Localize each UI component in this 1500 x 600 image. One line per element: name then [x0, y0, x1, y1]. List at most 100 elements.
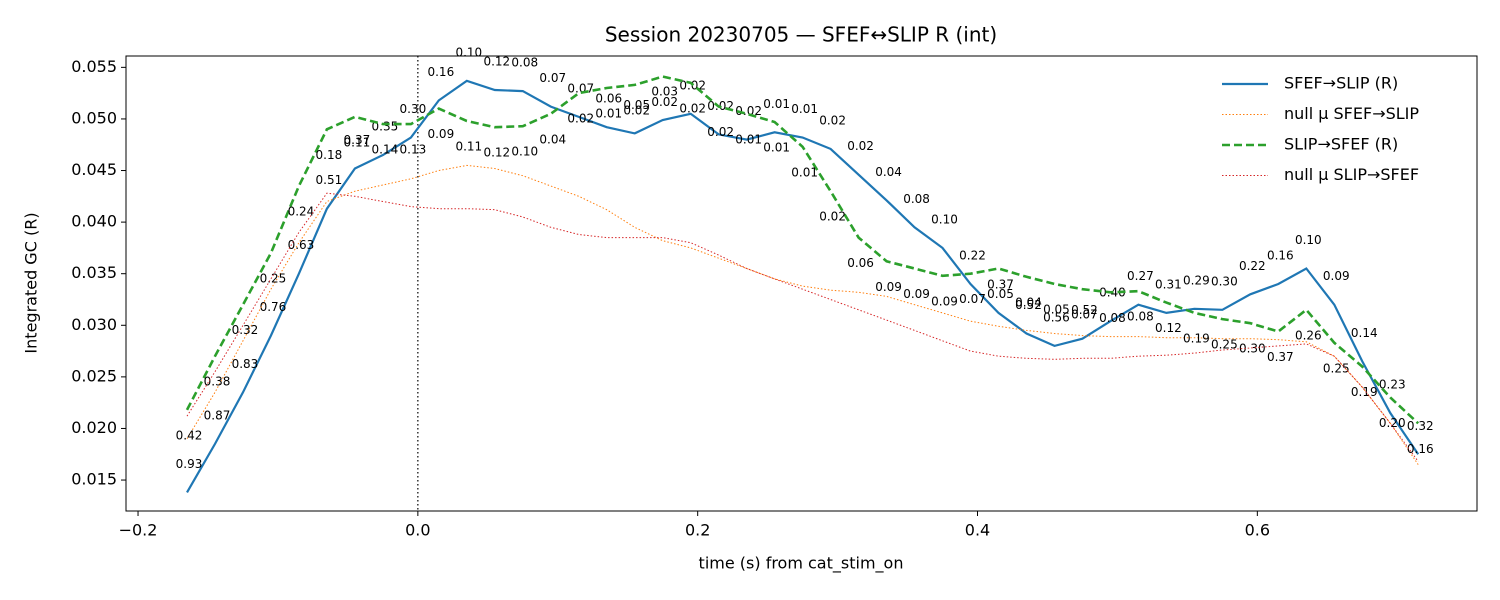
point-label: 0.37 [344, 133, 371, 147]
point-label: 0.02 [819, 113, 846, 127]
point-label: 0.24 [288, 205, 315, 219]
point-label: 0.25 [1211, 338, 1238, 352]
series-line [185, 75, 1420, 425]
point-label: 0.19 [1351, 385, 1378, 399]
point-label: 0.37 [987, 277, 1014, 291]
point-label: 0.07 [1071, 308, 1098, 322]
x-tick-label: −0.2 [119, 521, 158, 540]
point-label: 0.16 [427, 65, 454, 79]
point-label: 0.93 [176, 457, 203, 471]
point-label: 0.01 [595, 106, 622, 120]
x-axis-label: time (s) from cat_stim_on [699, 554, 904, 574]
point-label: 0.10 [931, 212, 958, 226]
plot-frame [125, 55, 1478, 512]
legend-label: SLIP→SFEF (R) [1284, 135, 1398, 154]
point-label: 0.26 [1295, 328, 1322, 342]
point-label: 0.07 [567, 81, 594, 95]
point-label: 0.29 [1183, 273, 1210, 287]
y-tick-label: 0.015 [71, 470, 117, 489]
point-label: 0.27 [1127, 269, 1154, 283]
point-label: 0.10 [455, 45, 482, 59]
point-label: 0.37 [1267, 350, 1294, 364]
point-label: 0.04 [539, 132, 566, 146]
point-label: 0.02 [707, 125, 734, 139]
point-label: 0.01 [735, 132, 762, 146]
point-label: 0.08 [511, 56, 538, 70]
y-tick-label: 0.030 [71, 315, 117, 334]
point-label: 0.09 [875, 280, 902, 294]
point-label: 0.09 [427, 127, 454, 141]
point-label: 0.20 [1379, 416, 1406, 430]
point-label: 0.06 [595, 92, 622, 106]
point-label: 0.06 [847, 256, 874, 270]
x-tick-label: 0.0 [405, 521, 430, 540]
point-label: 0.02 [623, 103, 650, 117]
point-label: 0.07 [959, 292, 986, 306]
point-label: 0.83 [232, 357, 259, 371]
point-label: 0.32 [232, 323, 259, 337]
y-axis-label: Integrated GC (R) [22, 212, 41, 353]
y-tick-label: 0.040 [71, 212, 117, 231]
point-label: 0.38 [204, 375, 231, 389]
point-label: 0.16 [1267, 249, 1294, 263]
point-label: 0.30 [1239, 342, 1266, 356]
point-label: 0.12 [483, 146, 510, 160]
y-tick-label: 0.020 [71, 418, 117, 437]
point-label: 0.09 [931, 294, 958, 308]
point-label: 0.02 [679, 101, 706, 115]
point-label: 0.12 [483, 55, 510, 69]
point-label: 0.01 [763, 141, 790, 155]
point-label: 0.02 [819, 210, 846, 224]
y-tick-label: 0.035 [71, 263, 117, 282]
point-label: 0.05 [623, 98, 650, 112]
series-line [186, 164, 1419, 465]
series-line [186, 192, 1419, 462]
point-label: 0.51 [316, 173, 343, 187]
point-label: 0.31 [1155, 277, 1182, 291]
x-tick-label: 0.4 [965, 521, 990, 540]
point-label: 0.04 [875, 165, 902, 179]
point-label: 0.16 [1407, 442, 1434, 456]
point-label: 0.08 [1099, 311, 1126, 325]
point-label: 0.42 [176, 428, 203, 442]
point-label: 0.14 [372, 143, 399, 157]
point-label: 0.08 [903, 192, 930, 206]
x-tick-label: 0.6 [1245, 521, 1270, 540]
chart-title: Session 20230705 — SFEF↔SLIP R (int) [605, 23, 997, 47]
point-label: 0.09 [1323, 269, 1350, 283]
y-tick-label: 0.025 [71, 366, 117, 385]
legend-label: SFEF→SLIP (R) [1284, 74, 1398, 93]
point-label: 0.05 [1043, 303, 1070, 317]
point-label: 0.10 [1295, 233, 1322, 247]
point-label: 0.08 [1127, 310, 1154, 324]
point-label: 0.02 [651, 95, 678, 109]
point-label: 0.56 [1043, 310, 1070, 324]
series-line [186, 79, 1420, 493]
point-label: 0.22 [959, 249, 986, 263]
point-label: 0.22 [1239, 259, 1266, 273]
point-label: 0.52 [1071, 303, 1098, 317]
point-label: 0.32 [1407, 419, 1434, 433]
point-label: 0.87 [204, 408, 231, 422]
x-tick-label: 0.2 [685, 521, 710, 540]
legend-label: null μ SFEF→SLIP [1284, 104, 1419, 123]
point-label: 0.12 [1155, 321, 1182, 335]
legend-label: null μ SLIP→SFEF [1284, 165, 1419, 184]
point-label: 0.52 [1015, 298, 1042, 312]
point-label: 0.23 [1379, 377, 1406, 391]
point-label: 0.02 [735, 104, 762, 118]
point-label: 0.01 [791, 165, 818, 179]
point-label: 0.30 [400, 102, 427, 116]
y-tick-label: 0.050 [71, 108, 117, 127]
point-label: 0.18 [316, 148, 343, 162]
point-label: 0.09 [903, 287, 930, 301]
point-label: 0.04 [1015, 295, 1042, 309]
point-label: 0.14 [1351, 326, 1378, 340]
point-label: 0.02 [567, 112, 594, 126]
point-label: 0.25 [260, 272, 287, 286]
point-label: 0.10 [511, 145, 538, 159]
point-label: 0.25 [1323, 361, 1350, 375]
